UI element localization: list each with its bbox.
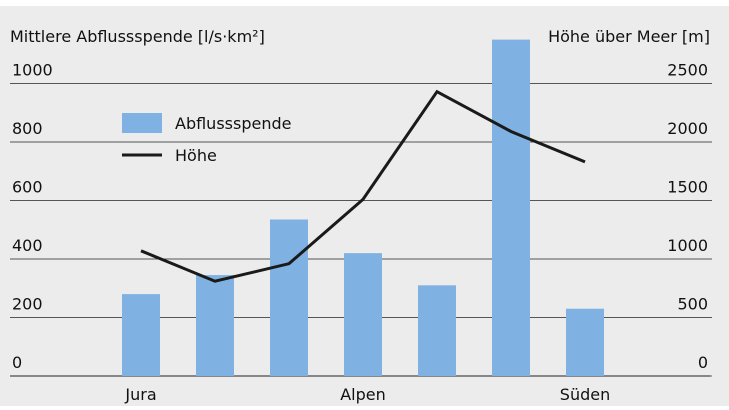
y-axis-label: Mittlere Abflussspende [l/s·km²] — [10, 27, 265, 46]
legend-label: Abflussspende — [175, 114, 291, 133]
legend-label: Höhe — [175, 146, 217, 165]
y-tick-label: 0 — [12, 353, 22, 372]
y2-tick-label: 1500 — [667, 178, 708, 197]
y2-axis-label: Höhe über Meer [m] — [548, 27, 710, 46]
y-tick-label: 200 — [12, 295, 43, 314]
bar — [566, 308, 604, 376]
y2-tick-label: 1000 — [667, 236, 708, 255]
bar — [196, 275, 234, 376]
x-tick-label: Alpen — [340, 385, 386, 404]
y2-tick-label: 2500 — [667, 61, 708, 80]
y-tick-label: 600 — [12, 178, 43, 197]
bar — [344, 253, 382, 376]
y2-tick-label: 0 — [698, 353, 708, 372]
y-tick-label: 400 — [12, 236, 43, 255]
y-tick-label: 1000 — [12, 61, 53, 80]
x-tick-label: Süden — [560, 385, 610, 404]
y-tick-label: 800 — [12, 119, 43, 138]
y2-tick-label: 2000 — [667, 119, 708, 138]
x-tick-label: Jura — [124, 385, 156, 404]
bar — [270, 219, 308, 376]
bar — [418, 285, 456, 376]
bar — [122, 294, 160, 376]
y2-tick-label: 500 — [677, 295, 708, 314]
line — [140, 89, 586, 283]
legend-swatch — [122, 113, 162, 133]
bar — [492, 39, 530, 376]
